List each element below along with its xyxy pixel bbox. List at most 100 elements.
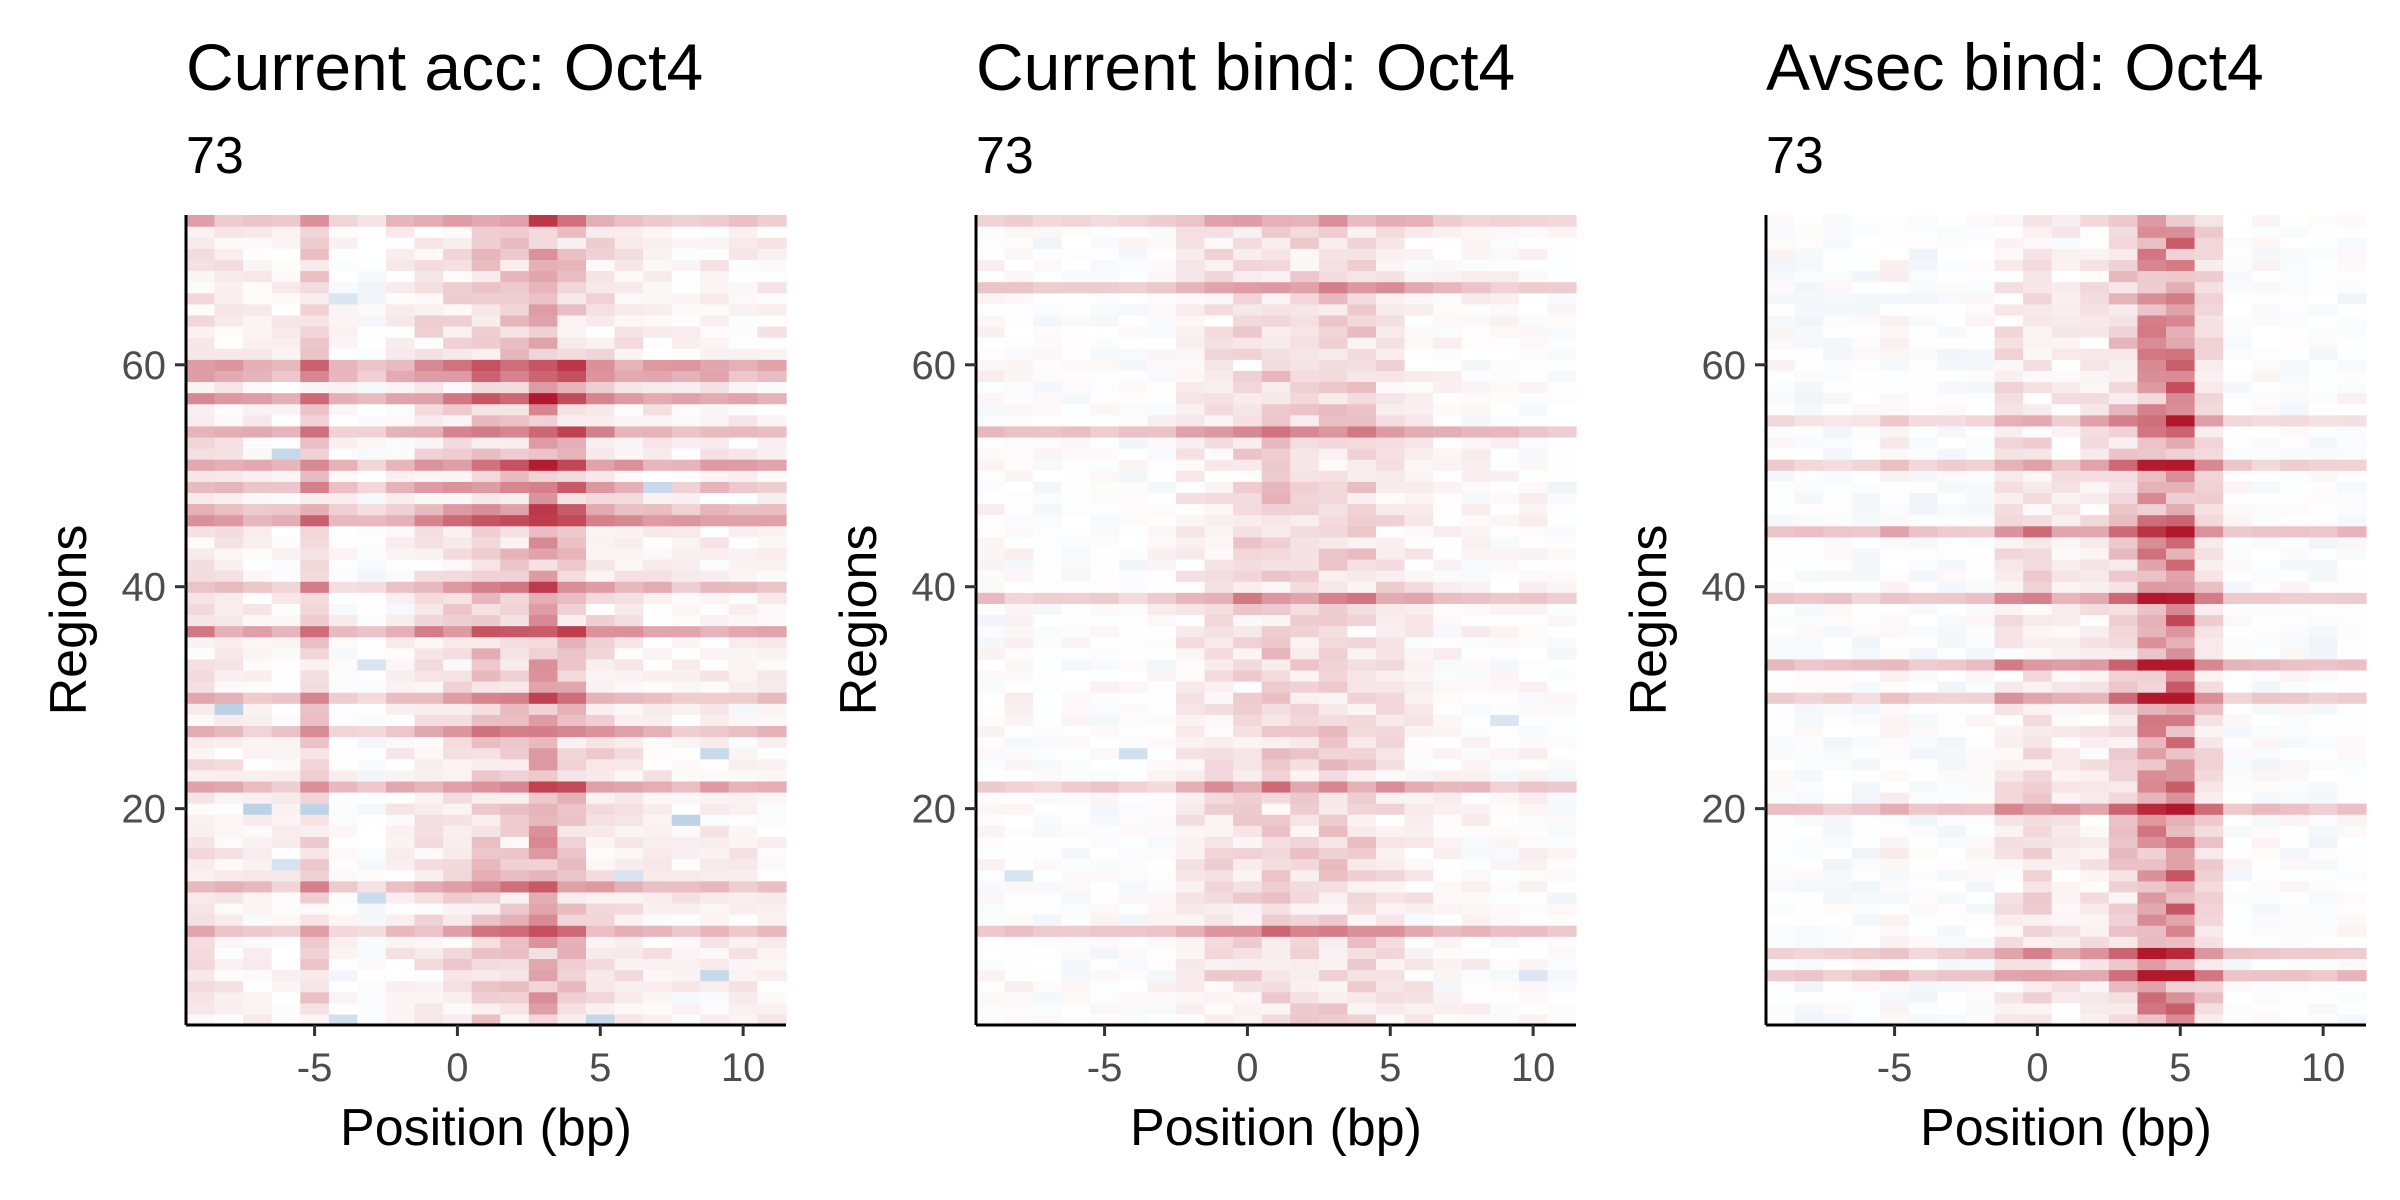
heatmap-cell	[1118, 925, 1149, 937]
heatmap-cell	[1004, 925, 1034, 937]
x-axis-title: Position (bp)	[1130, 1099, 1422, 1157]
heatmap-cell	[357, 448, 387, 460]
heatmap-cell	[1176, 270, 1206, 283]
heatmap-cell	[1347, 514, 1377, 527]
heatmap-cell	[1147, 703, 1177, 715]
heatmap-cell	[1547, 1013, 1577, 1026]
heatmap-cell	[1823, 836, 1853, 849]
heatmap-cell	[1061, 714, 1091, 727]
heatmap-cell	[1033, 725, 1063, 738]
heatmap-cell	[1547, 492, 1577, 505]
heatmap-cell	[1966, 448, 1996, 460]
heatmap-cell	[2251, 558, 2281, 571]
heatmap-cell	[386, 1002, 416, 1015]
heatmap-cell	[271, 780, 301, 793]
y-tick-label: 40	[912, 566, 957, 610]
heatmap-cell	[186, 392, 216, 405]
heatmap-cell	[1908, 925, 1939, 937]
heatmap-cell	[2251, 237, 2281, 249]
heatmap-cell	[1233, 392, 1263, 405]
heatmap-cell	[1204, 303, 1234, 316]
heatmap-cell	[586, 448, 616, 460]
heatmap-cell	[1147, 436, 1177, 449]
heatmap-cell	[300, 869, 330, 882]
heatmap-cell	[1461, 392, 1491, 405]
heatmap-cell	[757, 492, 787, 505]
heatmap-cell	[1147, 1002, 1177, 1015]
heatmap-cell	[1404, 481, 1434, 493]
heatmap-cell	[1851, 237, 1881, 249]
heatmap-cell	[1290, 592, 1320, 604]
heatmap-cell	[1233, 592, 1263, 604]
heatmap-cell	[243, 803, 273, 815]
heatmap-cell	[500, 259, 530, 272]
heatmap-cell	[300, 803, 330, 815]
heatmap-cell	[1061, 914, 1091, 926]
heatmap-cell	[186, 725, 216, 738]
heatmap-cell	[1966, 858, 1996, 871]
heatmap-cell	[1118, 558, 1149, 571]
heatmap-cell	[586, 248, 616, 260]
heatmap-cell	[614, 270, 644, 283]
heatmap-cell	[1204, 758, 1234, 771]
heatmap-cell	[2137, 991, 2167, 1004]
heatmap-cell	[2166, 914, 2196, 926]
heatmap-cell	[1966, 647, 1996, 660]
heatmap-cell	[1118, 681, 1149, 693]
heatmap-cell	[1204, 525, 1234, 538]
heatmap-cell	[1433, 592, 1463, 604]
heatmap-cell	[271, 902, 301, 915]
heatmap-cell	[671, 281, 701, 294]
heatmap-cell	[1994, 625, 2024, 638]
heatmap-cell	[2108, 658, 2139, 671]
heatmap-cell	[1376, 215, 1406, 227]
heatmap-cell	[414, 681, 444, 693]
heatmap-cell	[1880, 836, 1910, 849]
heatmap-cell	[1404, 492, 1434, 505]
heatmap-cell	[1794, 603, 1824, 616]
heatmap-cell	[1994, 725, 2024, 738]
heatmap-cell	[243, 625, 273, 638]
heatmap-cell	[1004, 558, 1034, 571]
heatmap-cell	[2194, 381, 2224, 394]
heatmap-cell	[1318, 647, 1349, 660]
heatmap-cell	[1794, 780, 1824, 793]
heatmap-cell	[1347, 425, 1377, 438]
heatmap-cell	[2251, 625, 2281, 638]
heatmap-cell	[1461, 259, 1491, 272]
heatmap-cell	[443, 658, 473, 671]
heatmap-cell	[1004, 359, 1034, 371]
heatmap-cell	[2080, 747, 2110, 760]
heatmap-cell	[1347, 769, 1377, 782]
heatmap-cell	[671, 769, 701, 782]
heatmap-cell	[1908, 603, 1939, 616]
heatmap-cell	[2166, 681, 2196, 693]
heatmap-cell	[557, 492, 587, 505]
heatmap-cell	[1204, 237, 1234, 249]
heatmap-cell	[1851, 614, 1881, 627]
heatmap-cell	[1547, 470, 1577, 482]
heatmap-cell	[2023, 692, 2053, 704]
heatmap-cell	[1347, 248, 1377, 260]
heatmap-cell	[2194, 958, 2224, 971]
heatmap-cell	[700, 325, 730, 338]
heatmap-cell	[2223, 780, 2253, 793]
heatmap-cell	[2337, 614, 2367, 627]
heatmap-cell	[1033, 991, 1063, 1004]
heatmap-cell	[1061, 625, 1091, 638]
heatmap-cell	[2194, 492, 2224, 505]
heatmap-cell	[2251, 403, 2281, 416]
heatmap-cell	[1347, 625, 1377, 638]
heatmap-cell	[2108, 814, 2139, 826]
heatmap-cell	[586, 492, 616, 505]
heatmap-cell	[1937, 925, 1967, 937]
heatmap-cell	[700, 625, 730, 638]
heatmap-cell	[2137, 658, 2167, 671]
heatmap-cell	[271, 470, 301, 482]
heatmap-cell	[1880, 947, 1910, 960]
heatmap-cell	[243, 481, 273, 493]
heatmap-cell	[214, 947, 244, 960]
heatmap-cell	[1033, 769, 1063, 782]
heatmap-cell	[500, 791, 530, 804]
